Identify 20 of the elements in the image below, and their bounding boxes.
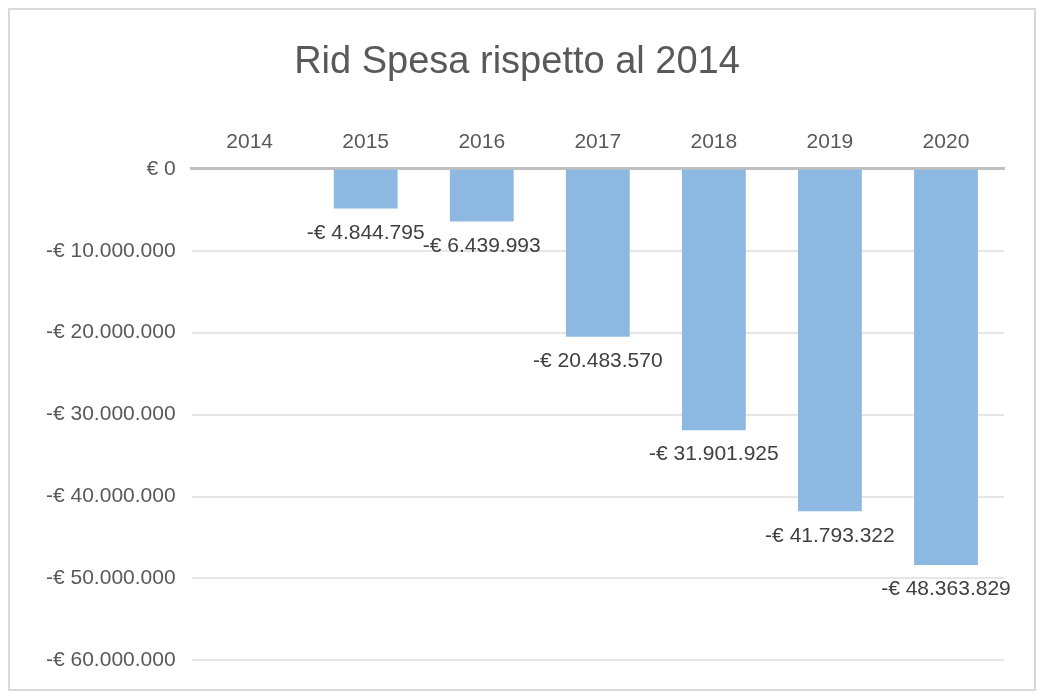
data-label: -€ 31.901.925 bbox=[649, 441, 779, 465]
y-tick-label: -€ 50.000.000 bbox=[46, 565, 176, 589]
y-tick-label: € 0 bbox=[146, 155, 176, 179]
y-tick-label: -€ 60.000.000 bbox=[46, 647, 176, 671]
x-tick-label: 2020 bbox=[922, 129, 970, 152]
x-tick-label: 2016 bbox=[458, 129, 506, 152]
data-label: -€ 20.483.570 bbox=[533, 347, 663, 371]
x-tick-label: 2018 bbox=[690, 129, 738, 152]
data-label: -€ 4.844.795 bbox=[306, 219, 425, 243]
y-tick-label: -€ 30.000.000 bbox=[46, 401, 176, 425]
y-tick-label: -€ 20.000.000 bbox=[46, 319, 176, 343]
x-tick-label: 2015 bbox=[342, 129, 390, 152]
data-label: -€ 41.793.322 bbox=[765, 522, 895, 546]
chart-title: Rid Spesa rispetto al 2014 bbox=[294, 39, 740, 82]
x-tick-label: 2014 bbox=[226, 129, 274, 152]
data-label: -€ 48.363.829 bbox=[881, 576, 1011, 600]
x-tick-label: 2017 bbox=[574, 129, 622, 152]
x-tick-label: 2019 bbox=[806, 129, 854, 152]
y-tick-label: -€ 40.000.000 bbox=[46, 483, 176, 507]
y-tick-label: -€ 10.000.000 bbox=[46, 237, 176, 261]
